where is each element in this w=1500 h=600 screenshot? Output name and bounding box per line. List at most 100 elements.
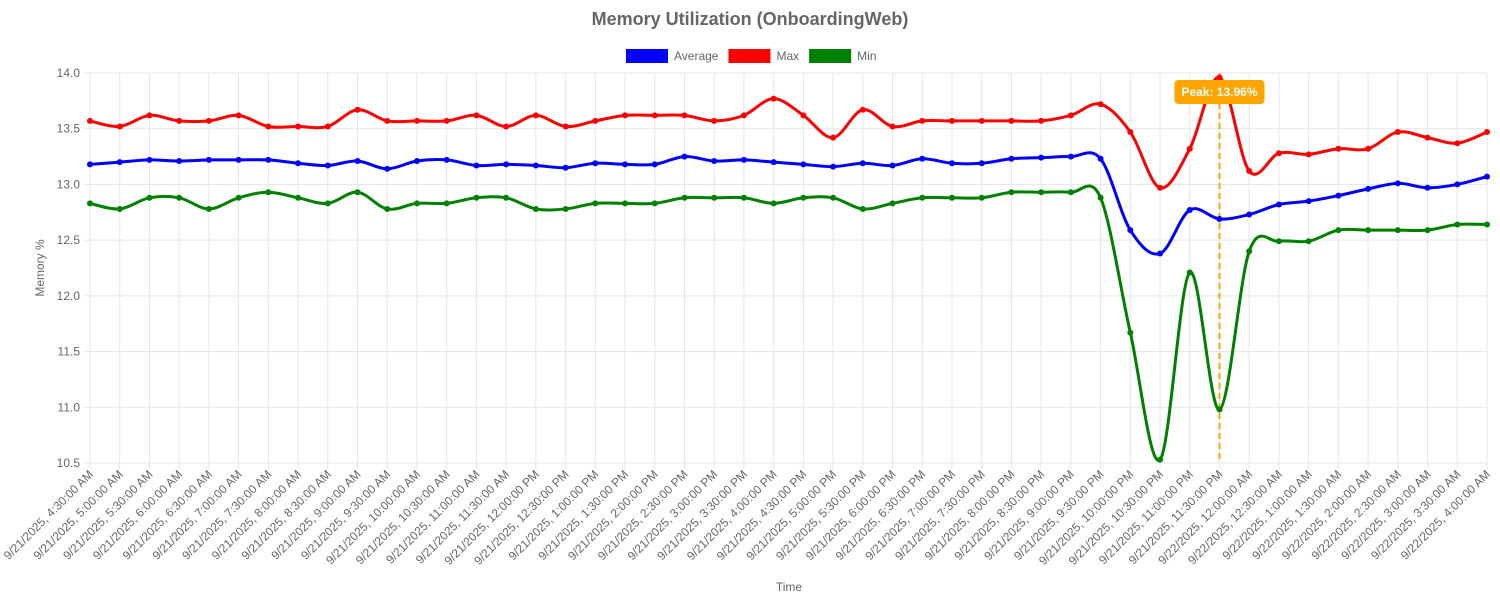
data-point[interactable]	[859, 160, 866, 167]
data-point[interactable]	[1484, 173, 1490, 180]
data-point[interactable]	[1008, 155, 1015, 162]
data-point[interactable]	[1067, 189, 1074, 196]
data-point[interactable]	[622, 112, 629, 119]
data-point[interactable]	[948, 194, 955, 201]
data-point[interactable]	[205, 117, 212, 124]
data-point[interactable]	[770, 200, 777, 207]
data-point[interactable]	[889, 123, 896, 130]
data-point[interactable]	[265, 156, 272, 163]
data-point[interactable]	[532, 162, 539, 169]
data-point[interactable]	[1186, 207, 1193, 214]
data-point[interactable]	[1216, 215, 1223, 222]
data-point[interactable]	[87, 117, 93, 124]
data-point[interactable]	[592, 160, 599, 167]
data-point[interactable]	[711, 117, 718, 124]
data-point[interactable]	[1275, 201, 1282, 208]
data-point[interactable]	[948, 160, 955, 167]
data-point[interactable]	[562, 205, 569, 212]
data-point[interactable]	[978, 117, 985, 124]
data-point[interactable]	[978, 160, 985, 167]
data-point[interactable]	[295, 160, 302, 167]
data-point[interactable]	[1394, 129, 1401, 136]
data-point[interactable]	[384, 165, 391, 172]
data-point[interactable]	[205, 156, 212, 163]
data-point[interactable]	[1097, 194, 1104, 201]
data-point[interactable]	[1394, 227, 1401, 234]
data-point[interactable]	[295, 123, 302, 130]
data-point[interactable]	[622, 200, 629, 207]
data-point[interactable]	[384, 205, 391, 212]
data-point[interactable]	[354, 189, 361, 196]
data-point[interactable]	[1186, 145, 1193, 152]
data-point[interactable]	[651, 200, 658, 207]
data-point[interactable]	[1157, 184, 1164, 191]
data-point[interactable]	[1424, 227, 1431, 234]
data-point[interactable]	[87, 200, 93, 207]
data-point[interactable]	[830, 134, 837, 141]
data-point[interactable]	[265, 189, 272, 196]
data-point[interactable]	[116, 205, 123, 212]
data-point[interactable]	[1484, 129, 1490, 136]
data-point[interactable]	[116, 159, 123, 166]
data-point[interactable]	[235, 156, 242, 163]
data-point[interactable]	[859, 106, 866, 113]
data-point[interactable]	[473, 162, 480, 169]
data-point[interactable]	[443, 117, 450, 124]
data-point[interactable]	[295, 194, 302, 201]
data-point[interactable]	[146, 194, 153, 201]
data-point[interactable]	[1216, 406, 1223, 413]
data-point[interactable]	[413, 117, 420, 124]
legend-item-min[interactable]: Min	[809, 49, 877, 63]
data-point[interactable]	[1424, 184, 1431, 191]
data-point[interactable]	[651, 161, 658, 168]
data-point[interactable]	[1067, 153, 1074, 160]
data-point[interactable]	[770, 159, 777, 166]
data-point[interactable]	[235, 112, 242, 119]
data-point[interactable]	[1067, 112, 1074, 119]
data-point[interactable]	[800, 194, 807, 201]
data-point[interactable]	[800, 112, 807, 119]
data-point[interactable]	[681, 112, 688, 119]
data-point[interactable]	[681, 194, 688, 201]
data-point[interactable]	[176, 158, 183, 165]
data-point[interactable]	[562, 164, 569, 171]
data-point[interactable]	[1157, 250, 1164, 257]
data-point[interactable]	[889, 162, 896, 169]
data-point[interactable]	[205, 205, 212, 212]
legend-item-average[interactable]: Average	[626, 49, 719, 63]
data-point[interactable]	[1186, 269, 1193, 276]
data-point[interactable]	[1335, 192, 1342, 199]
data-point[interactable]	[324, 162, 331, 169]
data-point[interactable]	[1157, 456, 1164, 463]
data-point[interactable]	[562, 123, 569, 130]
data-point[interactable]	[948, 117, 955, 124]
data-point[interactable]	[443, 156, 450, 163]
data-point[interactable]	[503, 123, 510, 130]
data-point[interactable]	[413, 158, 420, 165]
data-point[interactable]	[443, 200, 450, 207]
data-point[interactable]	[919, 117, 926, 124]
data-point[interactable]	[1127, 227, 1134, 234]
data-point[interactable]	[592, 200, 599, 207]
data-point[interactable]	[1424, 134, 1431, 141]
data-point[interactable]	[146, 156, 153, 163]
data-point[interactable]	[1246, 168, 1253, 175]
data-point[interactable]	[770, 95, 777, 102]
data-point[interactable]	[384, 117, 391, 124]
data-point[interactable]	[1246, 248, 1253, 255]
data-point[interactable]	[1097, 155, 1104, 162]
data-point[interactable]	[532, 112, 539, 119]
data-point[interactable]	[265, 123, 272, 130]
data-point[interactable]	[116, 123, 123, 130]
data-point[interactable]	[711, 194, 718, 201]
data-point[interactable]	[651, 112, 658, 119]
legend[interactable]: Average Max Min	[626, 49, 877, 63]
data-point[interactable]	[919, 194, 926, 201]
data-point[interactable]	[830, 194, 837, 201]
data-point[interactable]	[1454, 140, 1461, 147]
data-point[interactable]	[681, 153, 688, 160]
data-point[interactable]	[1127, 329, 1134, 336]
data-point[interactable]	[1305, 151, 1312, 158]
data-point[interactable]	[740, 194, 747, 201]
data-point[interactable]	[622, 161, 629, 168]
